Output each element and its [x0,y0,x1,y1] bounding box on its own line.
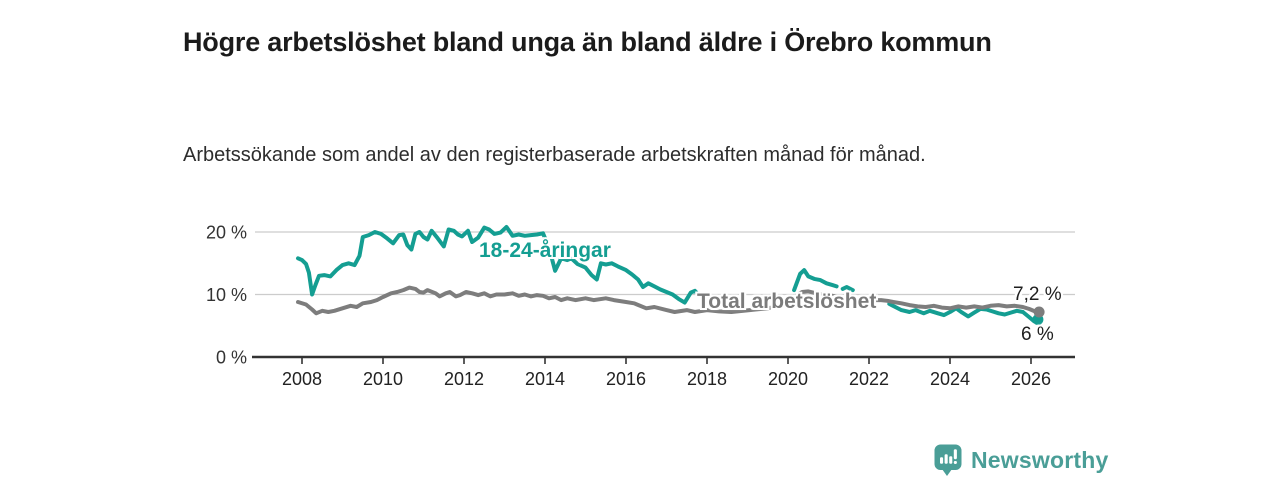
series-youth-line-0 [296,225,701,305]
series-total-line-0 [296,285,1042,316]
series-label-youth: 18-24-åringar [479,239,611,262]
series-label-total: Total arbetslöshet [697,290,877,313]
newsworthy-logo: Newsworthy [934,444,1108,477]
x-tick-label: 2024 [930,369,970,389]
end-value-youth: 6 % [1021,324,1054,345]
series-youth-line-3 [887,301,1040,324]
y-tick-label: 20 % [206,223,247,243]
y-tick-label: 0 % [216,348,247,368]
x-tick-label: 2014 [525,369,565,389]
x-tick-label: 2022 [849,369,889,389]
x-tick-label: 2008 [282,369,322,389]
series-youth-line-1 [792,268,839,293]
y-tick-label: 10 % [206,285,247,305]
chart-subtitle: Arbetssökande som andel av den registerb… [183,144,926,166]
x-tick-label: 2016 [606,369,646,389]
series-total-end-dot [1033,306,1045,318]
chart-title: Högre arbetslöshet bland unga än bland ä… [183,27,992,58]
x-tick-label: 2010 [363,369,403,389]
series-youth-line-2 [840,285,855,293]
x-tick-label: 2020 [768,369,808,389]
end-value-total: 7,2 % [1013,284,1062,305]
x-tick-label: 2026 [1011,369,1051,389]
x-tick-label: 2012 [444,369,484,389]
x-tick-label: 2018 [687,369,727,389]
newsworthy-bar-chart-bubble-icon [934,444,962,477]
newsworthy-logo-text: Newsworthy [971,447,1109,473]
